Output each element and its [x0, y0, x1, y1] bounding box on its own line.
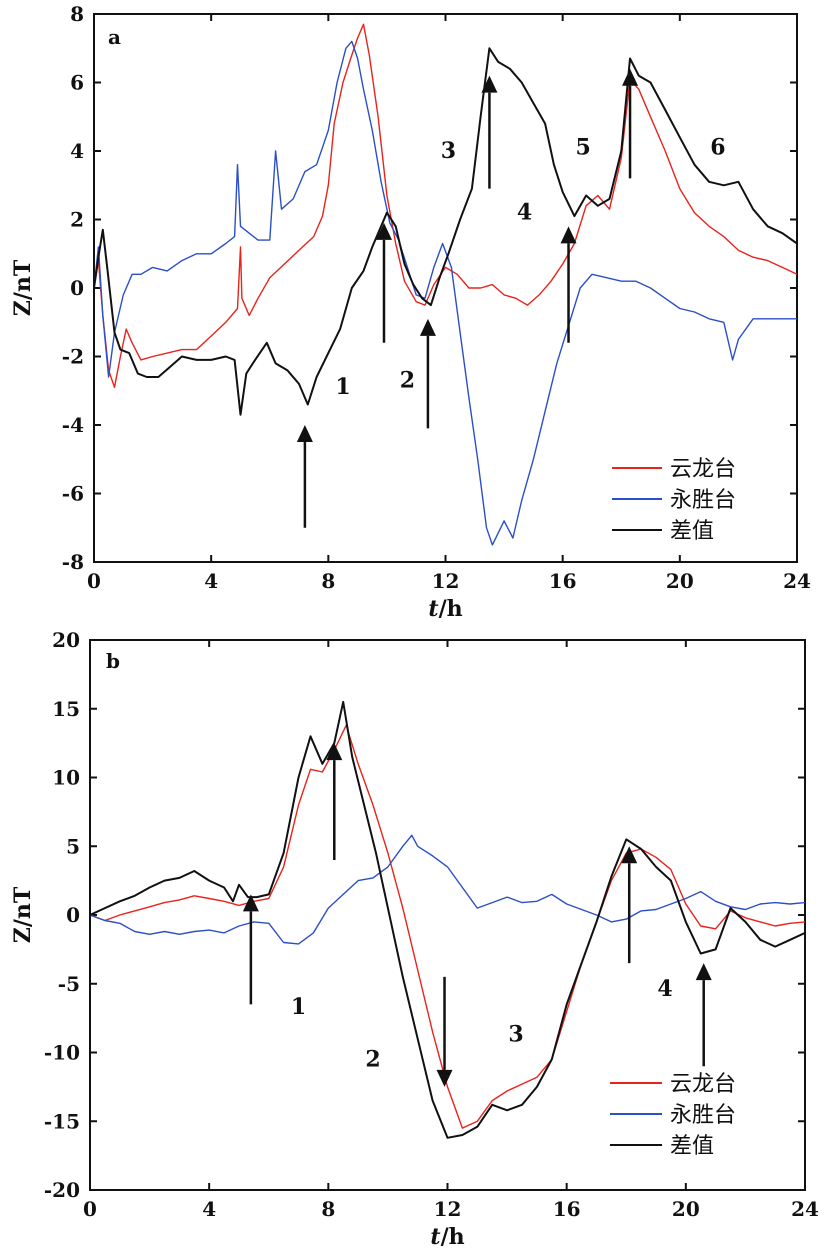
event-arrow [621, 846, 638, 964]
x-tick-label: 24 [791, 1197, 819, 1221]
y-tick-label: -4 [62, 413, 84, 437]
x-axis-label: t/h [430, 1224, 464, 1250]
event-number-label: 3 [508, 1022, 523, 1048]
legend-label: 永胜台 [670, 1103, 736, 1128]
y-tick-label: -6 [62, 482, 84, 506]
event-number-label: 1 [335, 374, 350, 400]
panel-tag: a [108, 25, 121, 49]
y-axis-label: Z/nT [10, 886, 36, 943]
event-arrow [560, 226, 577, 343]
y-tick-label: -2 [62, 345, 84, 369]
legend-label: 差值 [670, 1134, 714, 1159]
y-tick-label: 0 [66, 903, 80, 927]
event-arrow-head [560, 226, 577, 244]
event-arrow-head [296, 425, 313, 442]
x-tick-label: 4 [204, 569, 218, 593]
chart-panel-b: 0 4 8 12 16 20 24-20-15-10-505101520t/hZ/nTb12… [10, 628, 819, 1250]
event-arrow-head [375, 222, 392, 240]
event-arrow [326, 743, 343, 860]
x-tick-label: 0 [83, 1197, 97, 1221]
x-tick-label: 16 [553, 1197, 581, 1221]
series-line-1 [90, 724, 805, 1129]
series-line-3 [90, 700, 805, 1139]
x-axis-variable: t [428, 596, 438, 622]
event-arrow [242, 894, 259, 1005]
event-arrow [296, 425, 313, 528]
event-arrow-head [436, 1069, 453, 1087]
event-arrow [419, 318, 436, 429]
event-arrow [375, 222, 392, 343]
legend-label: 永胜台 [670, 488, 736, 513]
x-tick-label: 8 [321, 569, 335, 593]
y-tick-label: 8 [70, 2, 84, 26]
y-tick-label: 2 [70, 208, 84, 232]
y-tick-label: 6 [70, 71, 84, 95]
legend-label: 云龙台 [670, 457, 736, 482]
event-number-label: 2 [365, 1046, 380, 1072]
series-group [90, 700, 805, 1139]
plot-frame [93, 13, 798, 563]
x-tick-label: 8 [321, 1197, 335, 1221]
x-tick-label: 20 [672, 1197, 700, 1221]
event-arrow [436, 976, 453, 1087]
y-tick-label: 4 [70, 139, 84, 163]
legend-label: 差值 [670, 519, 714, 544]
x-tick-label: 12 [432, 569, 460, 593]
event-arrow [695, 963, 712, 1067]
y-tick-label: 20 [52, 628, 80, 652]
event-number-label: 4 [657, 976, 672, 1002]
y-tick-label: 5 [66, 834, 80, 858]
series-group [94, 23, 797, 546]
event-arrow [481, 75, 498, 189]
series-line-3 [94, 47, 797, 416]
series-line-2 [90, 834, 805, 945]
panel-tag: b [106, 649, 120, 673]
y-tick-label: -10 [44, 1041, 80, 1065]
x-axis-label: t/h [428, 596, 462, 622]
x-tick-label: 16 [549, 569, 577, 593]
y-tick-label: 0 [70, 276, 84, 300]
x-tick-label: 0 [87, 569, 101, 593]
x-tick-label: 4 [202, 1197, 216, 1221]
event-arrow-head [326, 743, 343, 761]
y-tick-label: 15 [52, 697, 80, 721]
event-arrow-head [419, 318, 436, 336]
x-tick-label: 12 [434, 1197, 462, 1221]
y-tick-label: -8 [62, 550, 84, 574]
event-number-label: 5 [576, 134, 591, 160]
legend-label: 云龙台 [670, 1072, 736, 1097]
event-arrow-head [242, 894, 259, 912]
event-arrow [622, 68, 639, 179]
y-tick-label: -15 [44, 1109, 80, 1133]
plot-frame [89, 639, 806, 1191]
event-number-label: 1 [291, 994, 306, 1020]
event-number-label: 4 [517, 200, 532, 226]
y-tick-label: 10 [52, 766, 80, 790]
event-number-label: 2 [400, 367, 415, 393]
event-arrow-head [621, 846, 638, 864]
event-arrow-head [695, 963, 712, 981]
y-tick-label: -20 [44, 1178, 80, 1202]
x-tick-label: 20 [666, 569, 694, 593]
x-axis-variable: t [430, 1224, 440, 1250]
x-tick-label: 24 [783, 569, 811, 593]
event-arrow-head [622, 68, 639, 86]
event-arrow-head [481, 75, 498, 93]
event-number-label: 3 [441, 138, 456, 164]
x-axis-unit: /h [439, 596, 463, 622]
y-tick-label: -5 [58, 972, 80, 996]
x-axis-unit: /h [441, 1224, 465, 1250]
y-axis-label: Z/nT [10, 259, 36, 316]
event-number-label: 6 [710, 134, 725, 160]
